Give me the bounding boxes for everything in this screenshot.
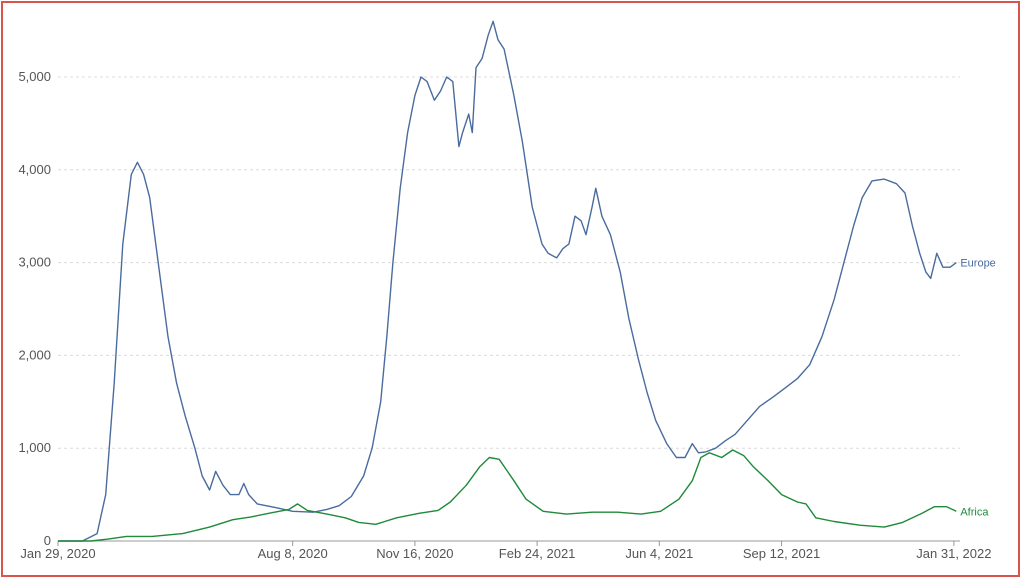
x-tick-label: Aug 8, 2020 — [258, 546, 328, 561]
x-tick-label: Jan 31, 2022 — [916, 546, 991, 561]
series-lines — [58, 20, 957, 542]
x-tick-label: Jan 29, 2020 — [20, 546, 95, 561]
series-line-africa — [58, 449, 957, 542]
x-tick-label: Nov 16, 2020 — [376, 546, 453, 561]
series-label-africa: Africa — [960, 506, 989, 518]
x-tick-label: Sep 12, 2021 — [743, 546, 820, 561]
x-tick-label: Jun 4, 2021 — [625, 546, 693, 561]
gridlines — [58, 76, 960, 449]
y-tick-label: 2,000 — [18, 347, 51, 362]
series-label-europe: Europe — [960, 258, 995, 270]
y-tick-label: 0 — [44, 533, 51, 548]
axes: 0 1,000 2,000 3,000 4,000 5,000 Jan 29, 2020 Au… — [18, 69, 991, 561]
x-tick-label: Feb 24, 2021 — [499, 546, 576, 561]
y-tick-label: 5,000 — [18, 69, 51, 84]
y-tick-label: 1,000 — [18, 440, 51, 455]
y-tick-label: 4,000 — [18, 162, 51, 177]
series-labels: Europe Africa — [960, 258, 995, 519]
y-tick-label: 3,000 — [18, 255, 51, 270]
series-line-europe — [58, 20, 957, 542]
